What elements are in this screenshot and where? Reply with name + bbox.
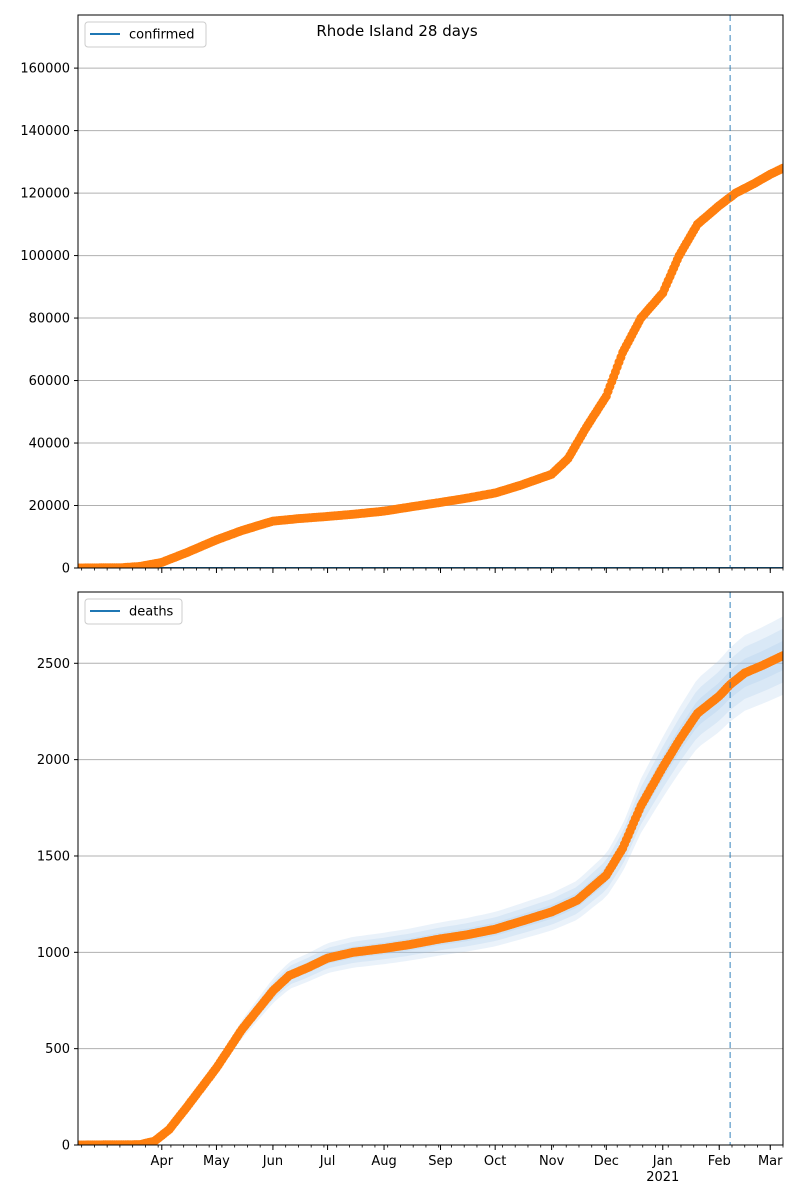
x-tick-label: May [203, 1154, 230, 1169]
y-tick-label: 120000 [20, 187, 70, 202]
y-tick-label: 1500 [37, 849, 70, 864]
y-tick-label: 500 [45, 1042, 70, 1057]
y-tick-label: 140000 [20, 124, 70, 139]
x-tick-label: Mar [758, 1154, 783, 1169]
y-tick-label: 80000 [29, 312, 70, 327]
plot-area [78, 616, 783, 1145]
observed-point [778, 651, 783, 661]
x-tick-label: Oct [484, 1154, 506, 1169]
x-tick-label: Sep [428, 1154, 453, 1169]
legend: confirmed [84, 21, 207, 48]
observed-point [778, 163, 783, 173]
y-tick-label: 1000 [37, 946, 70, 961]
x-tick-label: Feb [708, 1154, 731, 1169]
legend-box [84, 21, 207, 48]
x-tick-label: Dec [594, 1154, 619, 1169]
plot-area [78, 163, 783, 568]
y-tick-label: 100000 [20, 249, 70, 264]
axes-frame [77, 591, 784, 1146]
legend-label: deaths [129, 605, 174, 620]
x-tick-label: Jul [319, 1154, 336, 1169]
chart-title: Rhode Island 28 days [316, 22, 477, 40]
y-tick-label: 0 [62, 562, 70, 577]
x-tick-label: Apr [151, 1154, 174, 1169]
y-tick-label: 2500 [37, 657, 70, 672]
x-tick-label: Jan [652, 1154, 673, 1169]
deaths-panel: 0 500 1000 1500 2000 2500 Apr May Jun Jul Aug Sep Oc… [37, 591, 784, 1185]
y-tick-label: 2000 [37, 753, 70, 768]
x-tick-label: Jun [262, 1154, 283, 1169]
x-year-label: 2021 [646, 1170, 679, 1185]
confirmed-panel: 0 20000 40000 60000 80000 100000 120000 140000 1… [20, 14, 784, 577]
uncertainty-band [78, 640, 783, 1145]
axes-frame [77, 14, 784, 569]
legend: deaths [84, 598, 183, 625]
y-tick-label: 40000 [29, 437, 70, 452]
x-tick-label: Nov [539, 1154, 565, 1169]
y-tick-label: 160000 [20, 62, 70, 77]
y-tick-label: 20000 [29, 499, 70, 514]
x-tick-label: Aug [371, 1154, 396, 1169]
legend-box [84, 598, 183, 625]
legend-label: confirmed [129, 28, 195, 43]
y-tick-label: 60000 [29, 374, 70, 389]
y-tick-label: 0 [62, 1139, 70, 1154]
